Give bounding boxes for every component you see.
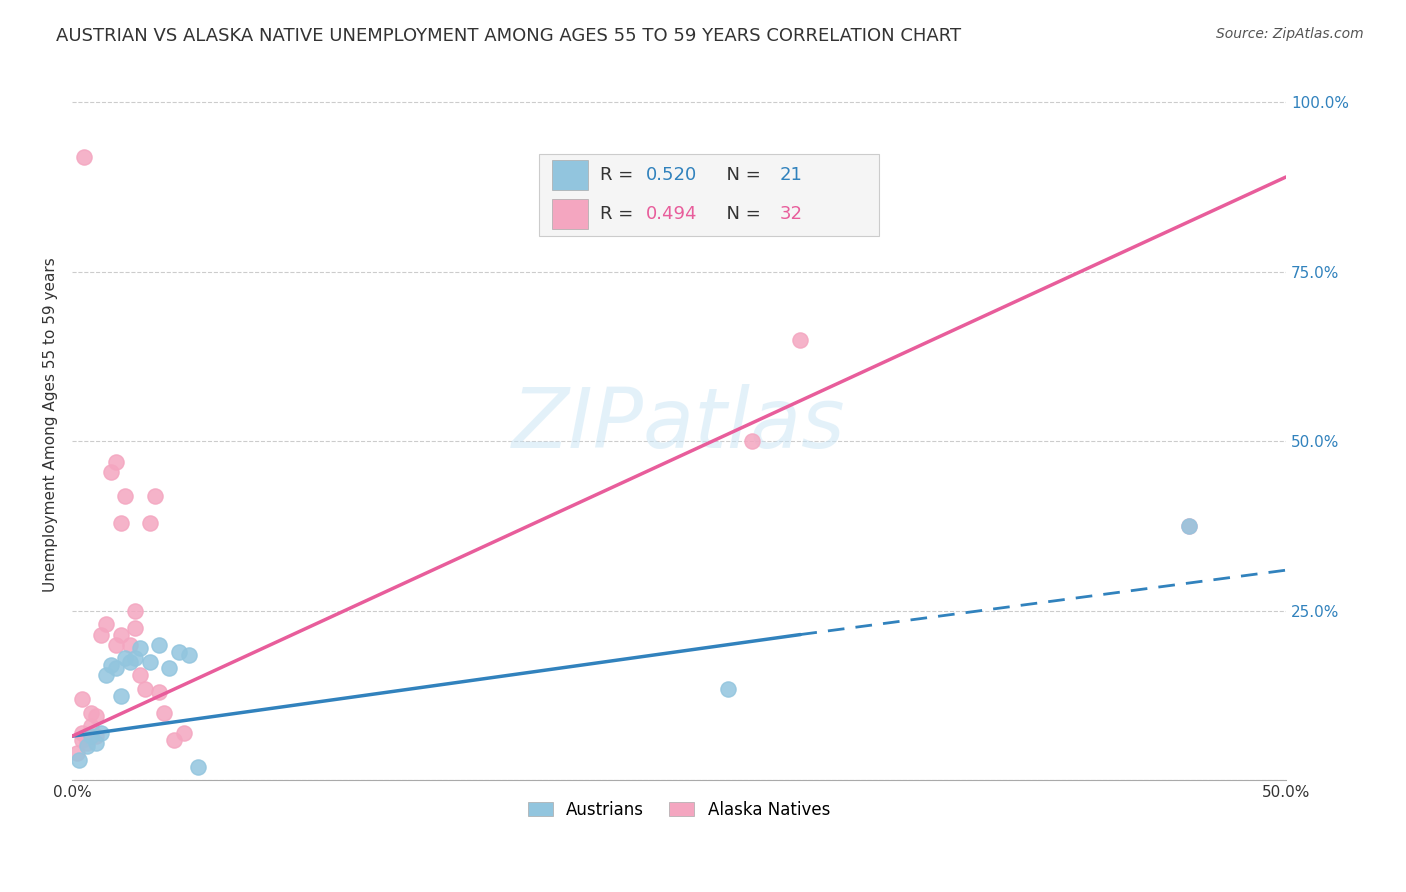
Point [104,661,127,675]
Point [148,685,170,699]
Point [110,627,132,641]
Point [73,150,96,164]
Point [187,760,209,774]
Text: R =: R = [600,166,640,185]
Point [129,641,152,656]
Point [70,726,93,740]
Point [80,729,103,743]
Point [94,668,117,682]
Point [124,604,146,618]
Point [104,455,127,469]
FancyBboxPatch shape [551,161,588,190]
Point [100,465,122,479]
Text: 0.520: 0.520 [647,166,697,185]
Point [1178,519,1201,533]
Point [80,706,103,720]
Point [84,736,107,750]
Point [124,651,146,665]
Point [104,638,127,652]
Point [789,333,811,347]
Point [114,489,136,503]
Point [114,651,136,665]
Text: 0.494: 0.494 [647,205,697,223]
Point [143,489,166,503]
Point [110,689,132,703]
Point [67,753,90,767]
Point [153,706,176,720]
Text: 32: 32 [780,205,803,223]
Text: ZIPatlas: ZIPatlas [512,384,846,465]
Point [90,726,112,740]
Text: N =: N = [716,205,766,223]
Legend: Austrians, Alaska Natives: Austrians, Alaska Natives [522,794,837,825]
Point [120,638,142,652]
Point [124,621,146,635]
Text: N =: N = [716,166,766,185]
Text: AUSTRIAN VS ALASKA NATIVE UNEMPLOYMENT AMONG AGES 55 TO 59 YEARS CORRELATION CHA: AUSTRIAN VS ALASKA NATIVE UNEMPLOYMENT A… [56,27,962,45]
Point [70,692,93,706]
Point [76,739,98,754]
Point [177,648,200,662]
FancyBboxPatch shape [540,154,879,235]
Point [80,719,103,733]
Point [1178,519,1201,533]
Point [90,627,112,641]
Text: Source: ZipAtlas.com: Source: ZipAtlas.com [1216,27,1364,41]
Point [110,516,132,530]
Point [163,732,186,747]
Point [66,746,89,760]
Point [138,655,160,669]
Point [94,617,117,632]
Point [138,516,160,530]
Point [129,668,152,682]
FancyBboxPatch shape [551,200,588,229]
Point [84,729,107,743]
Text: R =: R = [600,205,640,223]
Point [157,661,180,675]
Point [84,709,107,723]
Point [76,736,98,750]
Point [173,726,195,740]
Point [70,732,93,747]
Text: 21: 21 [780,166,803,185]
Point [134,681,156,696]
Point [716,681,738,696]
Y-axis label: Unemployment Among Ages 55 to 59 years: Unemployment Among Ages 55 to 59 years [44,257,58,591]
Point [100,658,122,673]
Point [148,638,170,652]
Point [741,434,763,449]
Point [167,644,190,658]
Point [120,655,142,669]
